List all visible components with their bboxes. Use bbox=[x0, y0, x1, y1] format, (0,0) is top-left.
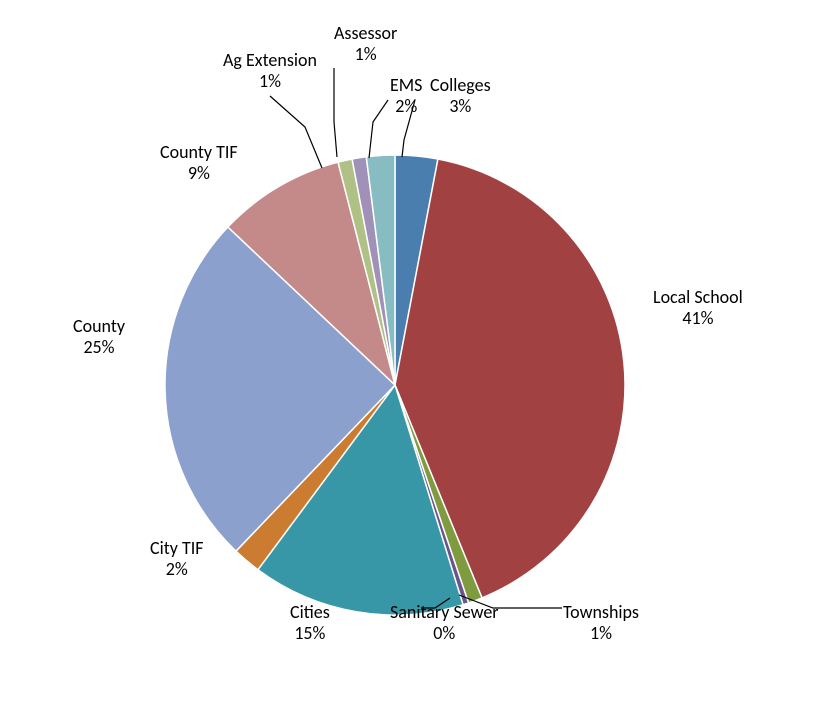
slice-label: Colleges3% bbox=[430, 75, 491, 116]
slice-label-name: Townships bbox=[563, 602, 639, 623]
slice-label-pct: 2% bbox=[390, 96, 422, 117]
slice-label: County25% bbox=[73, 316, 125, 357]
slice-label-pct: 15% bbox=[290, 623, 330, 644]
slice-label-name: Assessor bbox=[334, 23, 397, 44]
slice-label-pct: 0% bbox=[390, 623, 499, 644]
leader-line bbox=[270, 96, 322, 168]
slice-label-name: Sanitary Sewer bbox=[390, 602, 499, 623]
slice-label-name: Local School bbox=[653, 287, 743, 308]
slice-label: Assessor1% bbox=[334, 23, 397, 64]
leader-line bbox=[334, 68, 337, 157]
slice-label: Ag Extension1% bbox=[223, 50, 317, 91]
slice-label-pct: 25% bbox=[73, 337, 125, 358]
slice-label: City TIF2% bbox=[150, 538, 204, 579]
slice-label-name: Ag Extension bbox=[223, 50, 317, 71]
slice-label-name: EMS bbox=[390, 75, 422, 96]
slice-label-pct: 1% bbox=[334, 44, 397, 65]
slice-label: County TIF9% bbox=[160, 142, 238, 183]
slice-label-name: Cities bbox=[290, 602, 330, 623]
slice-label-name: City TIF bbox=[150, 538, 204, 559]
slice-label: Cities15% bbox=[290, 602, 330, 643]
slice-label-name: County bbox=[73, 316, 125, 337]
slice-label-name: County TIF bbox=[160, 142, 238, 163]
slice-label: EMS2% bbox=[390, 75, 422, 116]
slice-label-pct: 9% bbox=[160, 163, 238, 184]
slice-label-pct: 41% bbox=[653, 308, 743, 329]
slice-label: Sanitary Sewer0% bbox=[390, 602, 499, 643]
slice-label-name: Colleges bbox=[430, 75, 491, 96]
slice-label-pct: 1% bbox=[563, 623, 639, 644]
leader-line bbox=[369, 100, 388, 158]
slice-label-pct: 2% bbox=[150, 559, 204, 580]
slice-label-pct: 1% bbox=[223, 71, 317, 92]
pie-chart: Colleges3%Local School41%Townships1%Sani… bbox=[0, 0, 820, 706]
slice-label-pct: 3% bbox=[430, 96, 491, 117]
slice-label: Townships1% bbox=[563, 602, 639, 643]
slice-label: Local School41% bbox=[653, 287, 743, 328]
